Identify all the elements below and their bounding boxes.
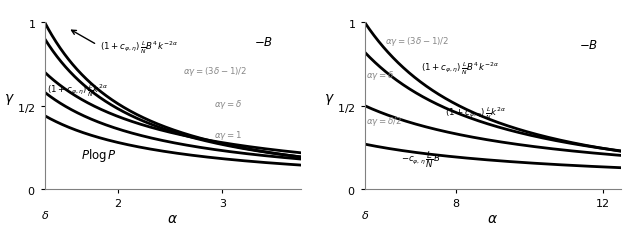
Text: $(1+c_{\varphi,\eta})\,\frac{L}{N}k^{2\alpha}$: $(1+c_{\varphi,\eta})\,\frac{L}{N}k^{2\a… [47, 82, 108, 99]
Y-axis label: $\gamma$: $\gamma$ [4, 91, 15, 106]
Text: $P\log P$: $P\log P$ [81, 146, 117, 163]
X-axis label: $\alpha$: $\alpha$ [487, 211, 499, 225]
Text: $\delta$: $\delta$ [361, 209, 369, 221]
Text: $\alpha\gamma=(3\delta-1)/2$: $\alpha\gamma=(3\delta-1)/2$ [385, 35, 449, 48]
Text: $\alpha\gamma=\delta/2$: $\alpha\gamma=\delta/2$ [365, 115, 401, 128]
Y-axis label: $\gamma$: $\gamma$ [324, 91, 335, 106]
Text: $(1+c_{\varphi,\eta})\,\frac{L}{N}k^{2\alpha}$: $(1+c_{\varphi,\eta})\,\frac{L}{N}k^{2\a… [445, 105, 506, 121]
Text: $\alpha\gamma=\delta$: $\alpha\gamma=\delta$ [365, 69, 394, 82]
Text: $\alpha\gamma=(3\delta-1)/2$: $\alpha\gamma=(3\delta-1)/2$ [183, 65, 247, 78]
Text: $\delta$: $\delta$ [41, 209, 49, 221]
Text: $-B$: $-B$ [254, 36, 273, 49]
Text: $(1+c_{\varphi,\eta})\,\frac{L}{N}B^4\,k^{-2\alpha}$: $(1+c_{\varphi,\eta})\,\frac{L}{N}B^4\,k… [100, 39, 179, 55]
X-axis label: $\alpha$: $\alpha$ [167, 211, 179, 225]
Text: $\alpha\gamma=1$: $\alpha\gamma=1$ [214, 128, 242, 141]
Text: $-B$: $-B$ [579, 39, 598, 52]
Text: $-c_{\varphi,\eta}\,\dfrac{L}{N}B$: $-c_{\varphi,\eta}\,\dfrac{L}{N}B$ [401, 148, 441, 169]
Text: $(1+c_{\varphi,\eta})\,\frac{L}{N}B^4\,k^{-2\alpha}$: $(1+c_{\varphi,\eta})\,\frac{L}{N}B^4\,k… [422, 60, 500, 76]
Text: $\alpha\gamma=\delta$: $\alpha\gamma=\delta$ [214, 97, 243, 110]
